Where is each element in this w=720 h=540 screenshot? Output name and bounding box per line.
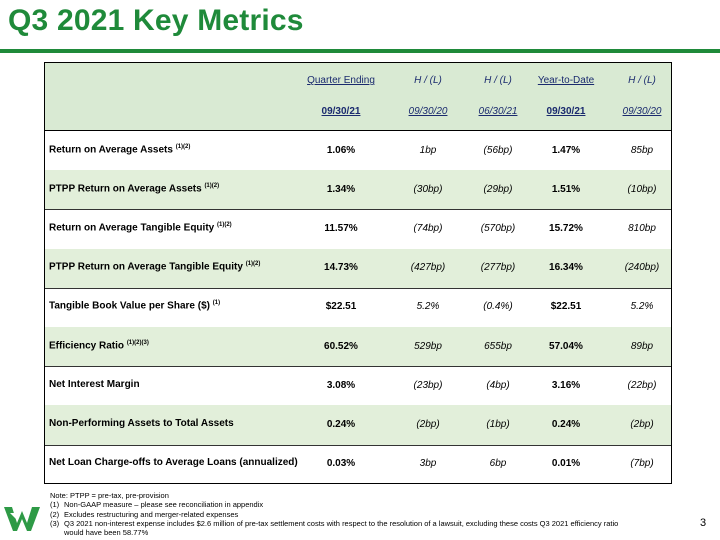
row-value: 15.72% xyxy=(549,222,583,234)
header-hl-1: H / (L) xyxy=(414,75,442,86)
row-value: 655bp xyxy=(484,340,512,352)
table-row: Net Interest Margin 3.08% (23bp) (4bp) 3.16%… xyxy=(45,366,671,405)
footnote-note: Note: PTPP = pre-tax, pre-provision xyxy=(50,491,169,500)
row-label: Net Loan Charge-offs to Average Loans (a… xyxy=(49,457,298,469)
row-value: (4bp) xyxy=(486,379,510,391)
footnote-item: (1) Non-GAAP measure – please see reconci… xyxy=(50,500,264,510)
footnote-item: (2) Excludes restructuring and merger-rel… xyxy=(50,509,239,519)
metrics-table: Quarter Ending H / (L) H / (L) Year-to-D… xyxy=(44,62,672,484)
page-number: 3 xyxy=(700,517,707,529)
row-value: (30bp) xyxy=(413,183,443,195)
row-value: 3.16% xyxy=(551,379,581,391)
table-row: PTPP Return on Average Assets (1)(2) 1.34… xyxy=(45,170,671,210)
row-value: 529bp xyxy=(414,340,442,352)
footnote-item: would have been 58.77% xyxy=(64,528,149,538)
row-value: (74bp) xyxy=(413,222,443,234)
row-label: Return on Average Tangible Equity (1)(2) xyxy=(49,221,232,234)
table-row: PTPP Return on Average Tangible Equity (… xyxy=(45,248,671,288)
row-value: 1.06% xyxy=(326,144,356,156)
title-rule xyxy=(0,49,720,53)
row-value: 3bp xyxy=(419,458,437,470)
table-row: Net Loan Charge-offs to Average Loans (a… xyxy=(45,445,671,484)
row-value: (0.4%) xyxy=(483,301,513,313)
row-label: Efficiency Ratio (1)(2)(3) xyxy=(49,339,149,351)
header-hl-2: H / (L) xyxy=(484,75,512,86)
row-value: (7bp) xyxy=(630,458,654,470)
table-row: Efficiency Ratio (1)(2)(3) 60.52% 529bp 655… xyxy=(45,327,671,367)
row-divider xyxy=(45,287,671,289)
footnote-ref: (1)(2) xyxy=(204,182,220,189)
row-value: 810bp xyxy=(628,222,656,234)
row-value: (277bp) xyxy=(480,262,516,274)
header-divider xyxy=(45,130,671,131)
row-value: 6bp xyxy=(489,458,507,470)
row-value: 0.03% xyxy=(326,458,356,470)
row-divider xyxy=(45,444,671,446)
row-value: 85bp xyxy=(630,144,654,156)
table-row: Return on Average Tangible Equity (1)(2)… xyxy=(45,209,671,248)
row-label: Tangible Book Value per Share ($) (1) xyxy=(49,300,221,312)
header-quarter-ending: Quarter Ending xyxy=(307,75,375,86)
header-hl-3: H / (L) xyxy=(628,75,656,86)
row-value: (56bp) xyxy=(483,144,513,156)
row-divider xyxy=(45,366,671,368)
row-value: 1.47% xyxy=(551,144,581,156)
row-value: 1bp xyxy=(419,144,437,156)
header-date-3: 06/30/21 xyxy=(478,106,518,117)
row-label: Net Interest Margin xyxy=(49,378,140,390)
footnote-ref: (1)(2) xyxy=(217,221,232,228)
header-date-2: 09/30/20 xyxy=(408,106,448,117)
row-value: 5.2% xyxy=(416,301,440,313)
row-label: Return on Average Assets (1)(2) xyxy=(49,143,191,155)
row-value: 14.73% xyxy=(324,262,358,274)
row-value: 3.08% xyxy=(326,379,356,391)
row-value: (29bp) xyxy=(483,183,513,195)
row-value: 11.57% xyxy=(324,222,358,234)
row-value: 57.04% xyxy=(549,340,583,352)
row-value: (2bp) xyxy=(630,418,654,430)
row-value: (23bp) xyxy=(413,379,443,391)
table-row: Tangible Book Value per Share ($) (1) $22… xyxy=(45,288,671,327)
row-value: 89bp xyxy=(630,340,654,352)
row-value: (22bp) xyxy=(627,379,657,391)
row-value: (1bp) xyxy=(486,418,510,430)
row-value: 0.01% xyxy=(551,458,581,470)
row-divider xyxy=(45,209,671,211)
row-value: 1.51% xyxy=(551,183,581,195)
table-row: Non-Performing Assets to Total Assets 0.2… xyxy=(45,405,671,445)
page-title: Q3 2021 Key Metrics xyxy=(8,4,304,37)
footnote-ref: (1)(2) xyxy=(245,261,261,268)
row-value: 0.24% xyxy=(326,418,356,430)
row-value: (10bp) xyxy=(627,183,657,195)
row-value: 0.24% xyxy=(551,418,581,430)
footnote-item: (3) Q3 2021 non-interest expense includes… xyxy=(50,518,619,528)
footnote-ref: (1)(2)(3) xyxy=(126,339,149,346)
row-label: Non-Performing Assets to Total Assets xyxy=(49,417,234,429)
row-value: (240bp) xyxy=(624,262,660,274)
table-header: Quarter Ending H / (L) H / (L) Year-to-D… xyxy=(45,63,671,130)
header-date-1: 09/30/21 xyxy=(321,106,361,117)
row-value: 60.52% xyxy=(324,340,358,352)
row-value: (427bp) xyxy=(410,262,446,274)
header-date-5: 09/30/20 xyxy=(622,106,662,117)
row-value: $22.51 xyxy=(325,301,357,313)
row-value: 16.34% xyxy=(549,262,583,274)
footnotes: Note: PTPP = pre-tax, pre-provision (1) N… xyxy=(50,491,618,537)
table-row: Return on Average Assets (1)(2) 1.06% 1bp (… xyxy=(45,131,671,170)
row-value: (2bp) xyxy=(416,418,440,430)
row-value: (570bp) xyxy=(480,222,516,234)
header-date-4: 09/30/21 xyxy=(546,106,586,117)
row-value: $22.51 xyxy=(550,301,582,313)
row-label: PTPP Return on Average Assets (1)(2) xyxy=(49,182,220,195)
header-year-to-date: Year-to-Date xyxy=(537,75,595,86)
row-value: 1.34% xyxy=(326,183,356,195)
row-label: PTPP Return on Average Tangible Equity (… xyxy=(49,261,261,273)
wintrust-logo-icon xyxy=(4,507,40,531)
row-value: 5.2% xyxy=(630,301,654,313)
footnote-ref: (1) xyxy=(212,300,221,307)
footnote-ref: (1)(2) xyxy=(175,143,191,150)
